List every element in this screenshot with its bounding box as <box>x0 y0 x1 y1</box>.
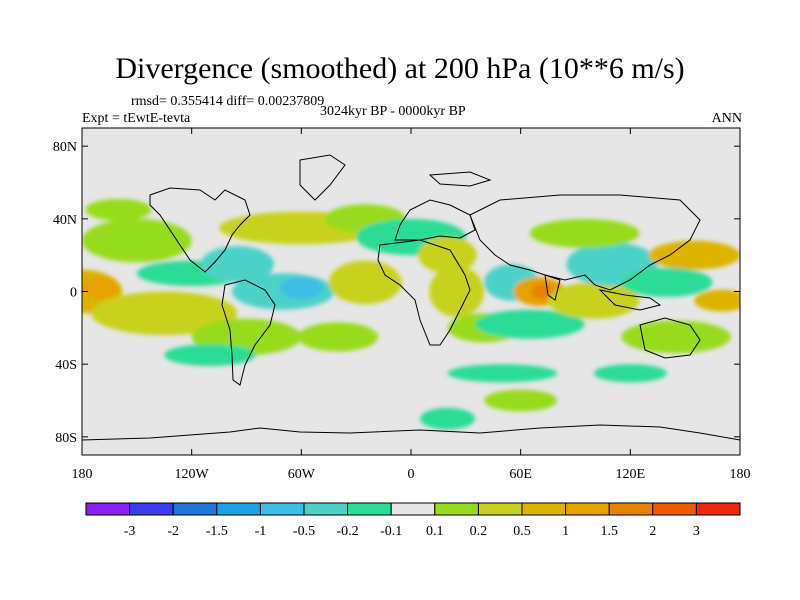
anomaly-region <box>447 364 558 383</box>
anomaly-region <box>91 291 238 336</box>
anomaly-region <box>529 218 640 248</box>
lat-tick-label: 40N <box>53 213 77 228</box>
colorbar-label: -0.5 <box>293 524 315 539</box>
anomaly-region <box>593 364 667 383</box>
colorbar-swatch <box>695 502 741 516</box>
anomaly-region <box>279 276 324 299</box>
lat-tick-label: 40S <box>55 358 77 373</box>
colorbar-label: 3 <box>693 524 700 539</box>
anomaly-region <box>484 389 558 412</box>
colorbar-label: -2 <box>167 524 179 539</box>
colorbar-swatch <box>608 502 654 516</box>
stats-text: rmsd= 0.355414 diff= 0.00237809 <box>131 94 325 109</box>
colorbar-swatch <box>259 502 305 516</box>
anomaly-region <box>328 260 402 305</box>
colorbar-swatch <box>129 502 174 516</box>
anomaly-region <box>474 309 585 339</box>
anomaly-region <box>648 240 740 270</box>
anomaly-region <box>548 282 640 319</box>
colorbar-label: -1.5 <box>206 524 228 539</box>
anomaly-region <box>82 218 192 263</box>
lon-tick-label: 60W <box>288 467 316 482</box>
lat-tick-label: 0 <box>70 286 77 301</box>
period-label: 3024kyr BP - 0000kyr BP <box>320 104 466 119</box>
anomaly-region <box>85 198 152 221</box>
lon-tick-label: 60E <box>509 467 532 482</box>
colorbar-label: 1.5 <box>600 524 618 539</box>
coastline-africa <box>377 239 471 346</box>
anomaly-field <box>82 198 740 430</box>
anomaly-region <box>82 276 119 299</box>
anomaly-region <box>694 289 740 312</box>
lon-tick-label: 180 <box>730 467 751 482</box>
experiment-label: Expt = tEwtE-tevta <box>82 111 191 126</box>
coastline-india <box>544 274 561 301</box>
colorbar-label: 2 <box>649 524 656 539</box>
colorbar-swatch <box>652 502 697 516</box>
coastline-arctic-islands <box>428 171 492 187</box>
colorbar-swatch <box>434 502 479 516</box>
anomaly-region <box>418 237 477 274</box>
anomaly-region <box>200 246 274 283</box>
colorbar-label: -0.2 <box>337 524 359 539</box>
season-label: ANN <box>711 111 742 126</box>
lon-tick-label: 120E <box>616 467 646 482</box>
lat-tick-label: 80N <box>53 140 77 155</box>
coastlines <box>82 154 740 441</box>
anomaly-region <box>621 267 713 297</box>
colorbar-swatch <box>521 502 567 516</box>
lon-tick-label: 120W <box>175 467 210 482</box>
colorbar-swatch <box>565 502 610 516</box>
colorbar-label: -0.1 <box>380 524 402 539</box>
coastline-asia <box>469 194 701 291</box>
anomaly-region <box>621 320 731 354</box>
colorbar-swatch <box>347 502 392 516</box>
coastline-maritime <box>598 289 662 311</box>
colorbar-label: -1 <box>255 524 267 539</box>
colorbar-swatch <box>85 502 131 516</box>
colorbar-swatch <box>216 502 261 516</box>
plot-title: Divergence (smoothed) at 200 hPa (10**6 … <box>115 52 685 85</box>
coastline-greenland <box>299 154 346 201</box>
colorbar-swatch <box>172 502 218 516</box>
anomaly-region <box>297 322 379 352</box>
coastline-south-america <box>221 279 276 386</box>
coastline-north-america <box>149 187 251 273</box>
anomaly-region <box>429 266 485 317</box>
coastline-australia <box>639 317 701 359</box>
anomaly-region <box>420 407 475 430</box>
colorbar-label: 1 <box>562 524 569 539</box>
colorbar-label: -3 <box>124 524 136 539</box>
anomaly-region <box>164 344 256 366</box>
colorbar: -3 -2 -1.5 -1 -0.5 -0.2 -0.1 0.1 0.2 0.5 1 1.5 2 3 <box>85 502 741 539</box>
colorbar-label: 0.1 <box>426 524 444 539</box>
lon-tick-label: 0 <box>408 467 415 482</box>
colorbar-label: 0.2 <box>470 524 488 539</box>
colorbar-swatch <box>477 502 523 516</box>
coastline-antarctica <box>82 424 740 441</box>
colorbar-swatch <box>390 502 436 516</box>
colorbar-swatch <box>303 502 349 516</box>
colorbar-label: 0.5 <box>513 524 531 539</box>
lat-tick-label: 80S <box>55 431 77 446</box>
map-axes: 180 120W 60W 0 60E 120E 180 80N 40N 0 40S 80S <box>53 128 751 482</box>
lon-tick-label: 180 <box>72 467 93 482</box>
